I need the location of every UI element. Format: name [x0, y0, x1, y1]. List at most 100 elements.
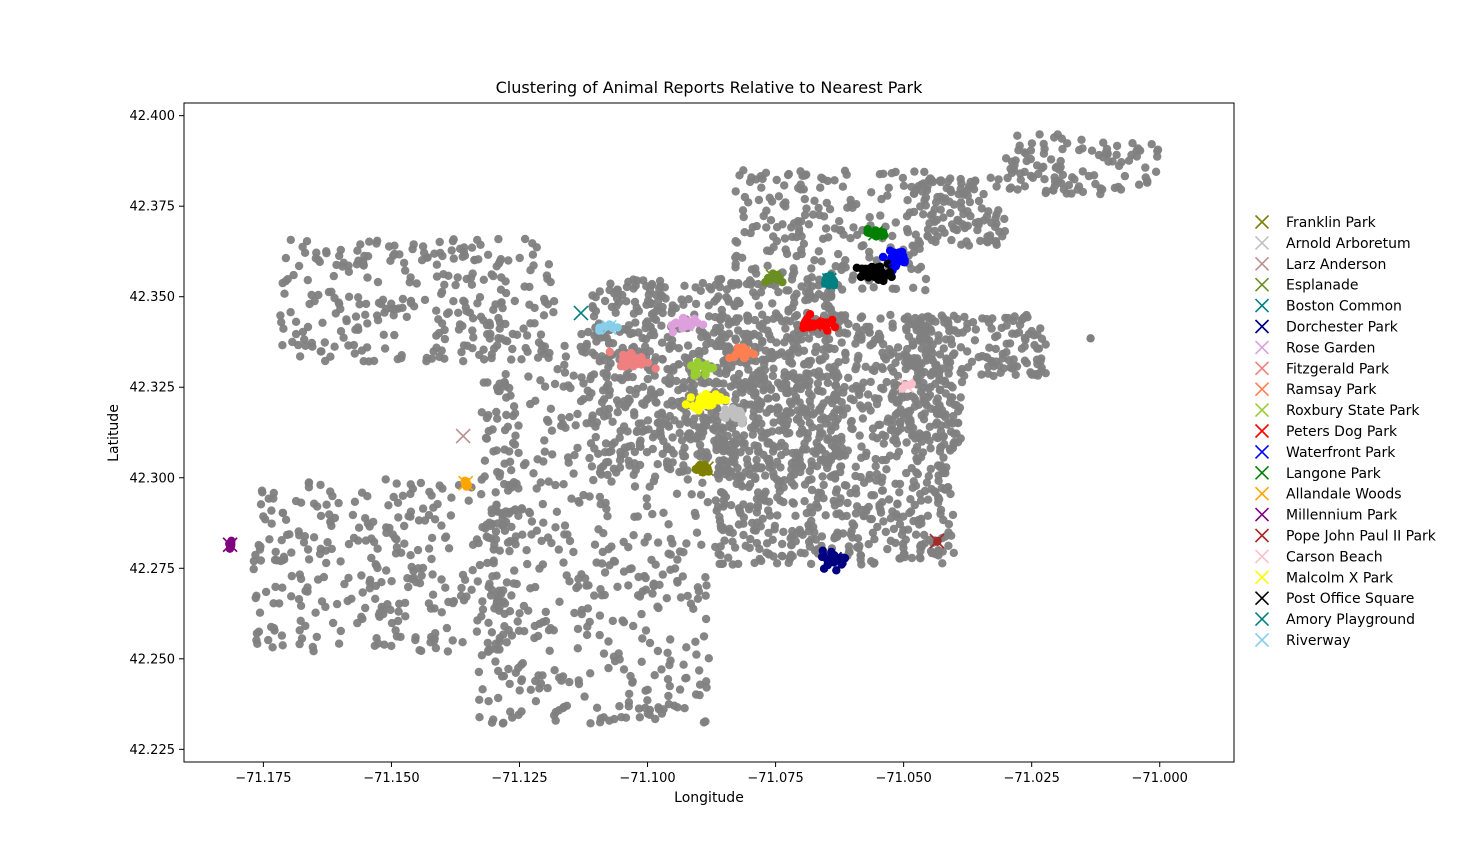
- report-point: [528, 250, 538, 259]
- report-point: [548, 450, 557, 459]
- report-point: [750, 441, 759, 450]
- report-point: [758, 310, 767, 319]
- legend-entry: Langone Park: [1254, 465, 1382, 482]
- report-point: [458, 252, 467, 261]
- report-point: [630, 297, 640, 307]
- report-point: [878, 455, 887, 465]
- park-report-point: [691, 361, 700, 371]
- report-point: [948, 510, 958, 520]
- report-point: [811, 535, 821, 544]
- report-point: [977, 370, 986, 379]
- report-point: [697, 423, 706, 433]
- report-point: [504, 256, 513, 265]
- report-point: [627, 564, 636, 573]
- report-point: [857, 312, 867, 321]
- report-point: [795, 450, 804, 460]
- report-point: [824, 434, 833, 443]
- report-point: [479, 345, 488, 354]
- report-point: [913, 265, 923, 274]
- report-point: [644, 394, 653, 403]
- report-point: [923, 225, 933, 234]
- report-point: [555, 673, 564, 682]
- report-point: [511, 540, 520, 549]
- report-point: [332, 599, 342, 609]
- report-point: [279, 552, 289, 561]
- report-point: [549, 308, 558, 317]
- report-point: [935, 401, 944, 410]
- report-point: [814, 203, 823, 213]
- report-point: [334, 498, 343, 508]
- report-point: [402, 312, 411, 322]
- report-point: [680, 281, 689, 290]
- report-point: [514, 626, 524, 635]
- report-point: [1063, 139, 1072, 148]
- report-point: [816, 183, 825, 192]
- report-point: [910, 167, 919, 176]
- report-point: [772, 559, 782, 568]
- report-point: [1010, 312, 1019, 321]
- report-point: [1016, 175, 1025, 184]
- report-point: [744, 482, 753, 492]
- report-point: [795, 373, 804, 382]
- report-point: [949, 311, 959, 320]
- report-point: [786, 351, 795, 361]
- report-point: [784, 169, 793, 179]
- report-point: [652, 306, 662, 315]
- report-point: [790, 481, 799, 490]
- report-point: [941, 484, 951, 494]
- report-point: [886, 536, 895, 545]
- park-marker: [458, 475, 474, 491]
- report-point: [851, 471, 860, 481]
- report-point: [920, 167, 929, 177]
- report-point: [815, 433, 824, 442]
- report-point: [909, 283, 918, 292]
- report-point: [830, 344, 839, 354]
- report-point: [748, 383, 757, 392]
- report-point: [824, 287, 833, 296]
- report-point: [478, 523, 487, 532]
- y-tick-label: 42.300: [130, 471, 176, 486]
- x-tick-label: −71.100: [619, 771, 675, 786]
- report-point: [794, 413, 803, 423]
- report-point: [619, 618, 629, 627]
- report-point: [931, 420, 940, 429]
- report-point: [761, 471, 770, 480]
- report-point: [715, 314, 725, 324]
- report-point: [643, 416, 653, 425]
- report-point: [300, 532, 310, 541]
- report-point: [517, 707, 526, 716]
- park-report-point: [651, 364, 660, 373]
- report-point: [804, 220, 814, 229]
- report-point: [514, 421, 523, 430]
- report-point: [501, 370, 510, 379]
- report-point: [857, 442, 866, 451]
- report-point: [572, 583, 581, 593]
- report-point: [817, 173, 826, 182]
- report-point: [575, 498, 584, 507]
- report-point: [832, 509, 841, 519]
- report-point: [526, 399, 535, 409]
- report-point: [267, 519, 276, 528]
- report-point: [629, 621, 638, 631]
- report-point: [497, 298, 506, 307]
- report-point: [992, 182, 1001, 191]
- report-point: [849, 223, 858, 232]
- report-point: [498, 508, 508, 518]
- report-point: [958, 328, 967, 337]
- report-point: [848, 275, 857, 284]
- report-point: [863, 390, 873, 399]
- park-report-point: [701, 370, 710, 379]
- report-point: [532, 484, 541, 493]
- report-point: [277, 631, 287, 640]
- report-point: [916, 547, 925, 556]
- report-point: [474, 538, 483, 548]
- report-point: [819, 413, 828, 422]
- report-point: [444, 544, 454, 553]
- report-point: [1099, 138, 1108, 147]
- report-point: [533, 631, 543, 641]
- report-point: [926, 547, 936, 556]
- report-point: [599, 412, 609, 421]
- report-point: [320, 338, 329, 347]
- report-point: [767, 427, 777, 436]
- report-point: [405, 278, 414, 287]
